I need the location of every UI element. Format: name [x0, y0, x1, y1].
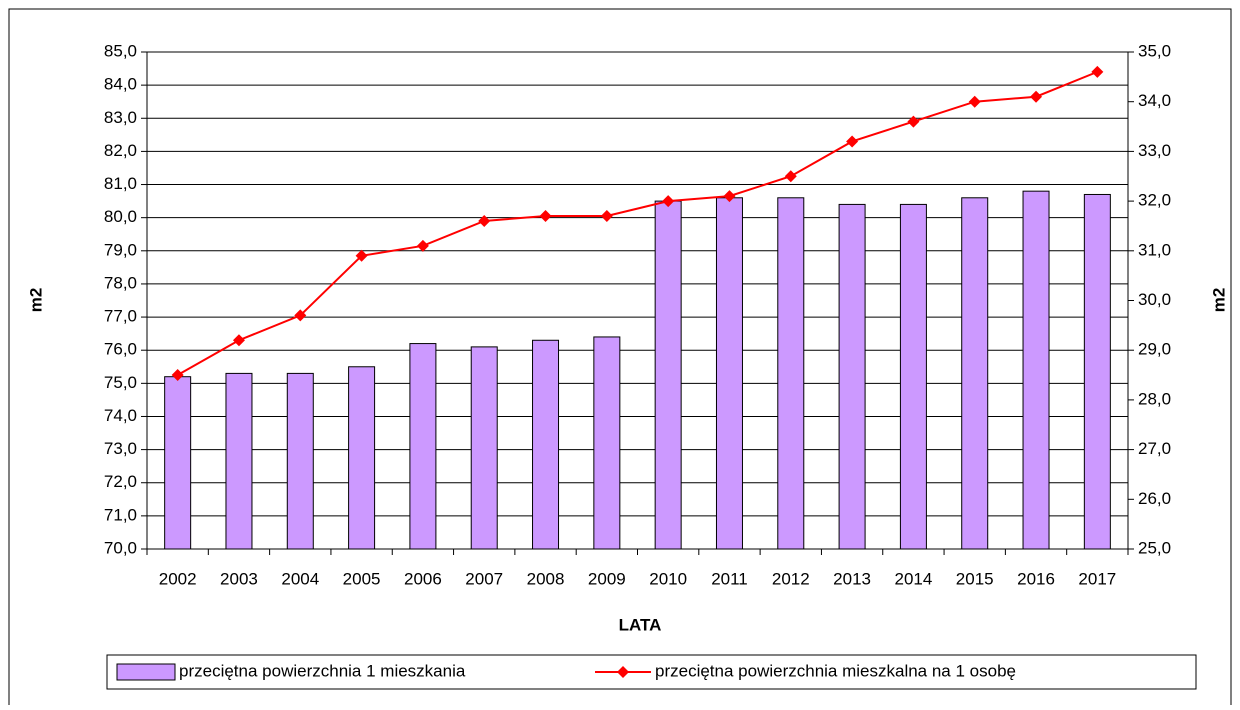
y2-tick-label: 33,0 — [1138, 141, 1171, 160]
line-marker — [416, 239, 429, 252]
line-marker — [232, 334, 245, 347]
y2-tick-label: 25,0 — [1138, 538, 1171, 557]
bar — [715, 197, 743, 550]
y-tick-label: 79,0 — [104, 240, 137, 259]
line-marker — [1030, 90, 1043, 103]
bar — [899, 203, 927, 550]
y2-axis-title: m2 — [1209, 288, 1228, 313]
x-tick-label: 2011 — [711, 569, 748, 588]
y-axis-title: m2 — [26, 288, 45, 313]
bar — [838, 203, 866, 550]
y-tick-label: 81,0 — [104, 174, 137, 193]
legend-label: przeciętna powierzchnia mieszkalna na 1 … — [655, 661, 1016, 680]
y2-tick-label: 35,0 — [1138, 41, 1171, 60]
bar — [593, 336, 621, 550]
bar — [470, 346, 498, 550]
bar — [1022, 190, 1050, 550]
y2-tick-label: 29,0 — [1138, 340, 1171, 359]
line-marker — [294, 309, 307, 322]
y2-tick-label: 32,0 — [1138, 191, 1171, 210]
y-tick-label: 72,0 — [104, 472, 137, 491]
y-tick-label: 75,0 — [104, 373, 137, 392]
x-tick-label: 2002 — [159, 569, 197, 588]
y-tick-label: 85,0 — [104, 41, 137, 60]
bar — [961, 197, 989, 550]
y2-tick-label: 27,0 — [1138, 439, 1171, 458]
x-tick-label: 2015 — [956, 569, 994, 588]
y-tick-label: 77,0 — [104, 307, 137, 326]
legend-marker — [617, 666, 629, 678]
legend-box — [106, 654, 1197, 690]
x-tick-label: 2006 — [404, 569, 442, 588]
y2-tick-label: 28,0 — [1138, 389, 1171, 408]
x-tick-label: 2016 — [1017, 569, 1055, 588]
y-tick-label: 84,0 — [104, 75, 137, 94]
bar — [348, 366, 376, 550]
x-tick-label: 2013 — [833, 569, 871, 588]
line-marker — [355, 249, 368, 262]
y-tick-label: 76,0 — [104, 340, 137, 359]
bar — [225, 372, 253, 550]
x-tick-label: 2017 — [1078, 569, 1116, 588]
y2-tick-label: 34,0 — [1138, 91, 1171, 110]
bar — [777, 197, 805, 550]
x-tick-label: 2014 — [894, 569, 932, 588]
line-marker — [1091, 65, 1104, 78]
legend-label: przeciętna powierzchnia 1 mieszkania — [179, 661, 466, 680]
line-marker — [600, 210, 613, 223]
y-tick-label: 71,0 — [104, 505, 137, 524]
bar — [409, 343, 437, 550]
y-tick-label: 78,0 — [104, 273, 137, 292]
x-axis-title: LATA — [619, 615, 662, 634]
y-tick-label: 73,0 — [104, 439, 137, 458]
line-marker — [968, 95, 981, 108]
line-marker — [784, 170, 797, 183]
line-marker — [478, 214, 491, 227]
y-tick-label: 82,0 — [104, 141, 137, 160]
x-tick-label: 2007 — [465, 569, 503, 588]
line-marker — [539, 210, 552, 223]
line-marker — [723, 190, 736, 203]
line-marker — [171, 369, 184, 382]
bar — [164, 376, 192, 550]
line-marker — [907, 115, 920, 128]
y-tick-label: 80,0 — [104, 207, 137, 226]
x-tick-label: 2010 — [649, 569, 687, 588]
x-tick-label: 2009 — [588, 569, 626, 588]
bar — [532, 339, 560, 550]
legend-swatch — [116, 663, 176, 681]
bar — [654, 200, 682, 550]
x-tick-label: 2003 — [220, 569, 258, 588]
y-tick-label: 74,0 — [104, 406, 137, 425]
line — [177, 70, 1098, 376]
y2-tick-label: 26,0 — [1138, 489, 1171, 508]
line-marker — [846, 135, 859, 148]
x-tick-label: 2012 — [772, 569, 810, 588]
y-tick-label: 83,0 — [104, 108, 137, 127]
y2-tick-label: 31,0 — [1138, 240, 1171, 259]
x-tick-label: 2005 — [343, 569, 381, 588]
y-tick-label: 70,0 — [104, 538, 137, 557]
bar — [286, 372, 314, 550]
bar — [1083, 193, 1111, 550]
x-tick-label: 2008 — [527, 569, 565, 588]
line-marker — [662, 195, 675, 208]
x-tick-label: 2004 — [281, 569, 319, 588]
y2-tick-label: 30,0 — [1138, 290, 1171, 309]
